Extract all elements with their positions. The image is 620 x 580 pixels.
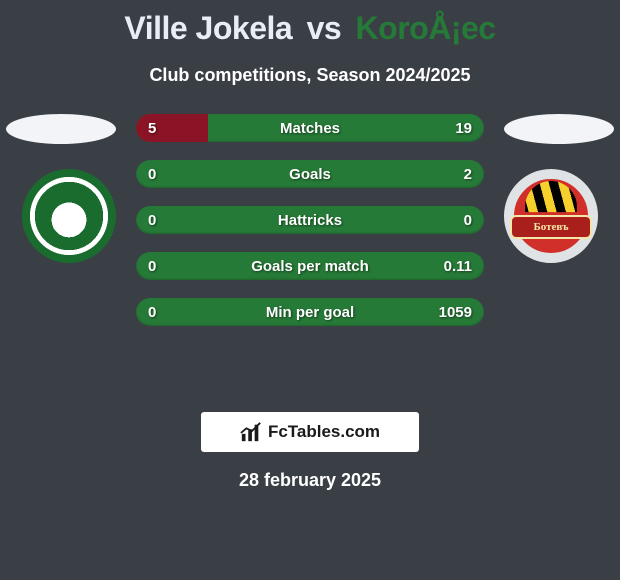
player1-name: Ville Jokela — [124, 10, 292, 46]
comparison-panel: Ботевъ 5Matches190Goals20Hattricks00Goal… — [0, 114, 620, 394]
stat-right-value: 1059 — [439, 304, 472, 321]
stat-bar: 0Hattricks0 — [136, 206, 484, 234]
stat-bar: 0Min per goal1059 — [136, 298, 484, 326]
date-text: 28 february 2025 — [0, 470, 620, 491]
stat-bars: 5Matches190Goals20Hattricks00Goals per m… — [136, 114, 484, 326]
stat-label: Min per goal — [136, 304, 484, 321]
botev-banner: Ботевъ — [510, 215, 592, 239]
player2-club-badge: Ботевъ — [504, 169, 598, 263]
stat-right-value: 0 — [464, 212, 472, 229]
stat-label: Goals per match — [136, 258, 484, 275]
page-title: Ville Jokela vs KoroÅ¡ec — [0, 0, 620, 47]
stat-label: Hattricks — [136, 212, 484, 229]
stat-label: Matches — [136, 120, 484, 137]
stat-right-value: 19 — [455, 120, 472, 137]
stat-right-value: 0.11 — [444, 258, 472, 275]
ludogorets-crest-icon — [30, 177, 108, 255]
player2-oval — [504, 114, 614, 144]
subtitle: Club competitions, Season 2024/2025 — [0, 65, 620, 86]
player1-club-badge — [22, 169, 116, 263]
stat-bar: 5Matches19 — [136, 114, 484, 142]
stat-right-value: 2 — [464, 166, 472, 183]
brand-text: FcTables.com — [268, 422, 380, 442]
stat-label: Goals — [136, 166, 484, 183]
player2-name: KoroÅ¡ec — [356, 10, 496, 46]
stat-bar: 0Goals per match0.11 — [136, 252, 484, 280]
vs-text: vs — [307, 10, 342, 46]
chart-icon — [240, 421, 262, 443]
brand-logo[interactable]: FcTables.com — [201, 412, 419, 452]
player1-oval — [6, 114, 116, 144]
stat-bar: 0Goals2 — [136, 160, 484, 188]
